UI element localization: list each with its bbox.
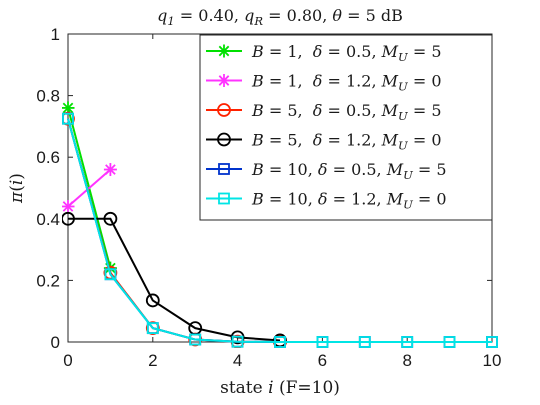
legend-label: B = 1, δ = 1.2, MU​ = 0 (251, 72, 442, 94)
legend-swatch-marker (217, 103, 231, 117)
data-point (486, 336, 498, 348)
data-point (62, 211, 75, 226)
series-line (67, 118, 492, 343)
data-point (62, 101, 75, 115)
x-tick-label: 4 (233, 351, 242, 370)
legend-label: B = 10, δ = 0.5, MU​ = 5 (251, 160, 447, 182)
data-point (103, 211, 118, 226)
data-point (274, 336, 286, 348)
data-point (145, 321, 160, 336)
y-tick-label: 0 (51, 333, 60, 352)
data-point (231, 335, 244, 348)
legend-box (199, 34, 493, 221)
x-tick-label: 0 (63, 351, 72, 370)
data-point (230, 330, 245, 345)
legend-swatch-marker (218, 192, 230, 205)
series-line (67, 168, 112, 208)
legend-item: B = 10, δ = 1.2, MU​ = 0 (206, 190, 447, 212)
x-tick-label: 10 (483, 351, 502, 370)
data-point (62, 199, 75, 213)
data-point (62, 111, 75, 126)
legend-label: B = 10, δ = 1.2, MU​ = 0 (251, 190, 447, 212)
chart-title: q1​ = 0.40, qR​ = 0.80, θ = 5 dB (157, 6, 403, 28)
legend-item: B = 5, δ = 0.5, MU​ = 5 (206, 101, 442, 123)
legend-label: B = 5, δ = 0.5, MU​ = 5 (251, 101, 442, 123)
legend-item: B = 10, δ = 0.5, MU​ = 5 (206, 160, 447, 182)
data-point (443, 336, 456, 348)
x-tick-label: 2 (148, 351, 157, 370)
legend-swatch-marker (218, 163, 230, 175)
series-6 (62, 112, 498, 348)
series-line (68, 217, 281, 342)
x-tick-label: 6 (318, 351, 327, 370)
y-tick-label: 1 (51, 25, 60, 44)
series-2 (62, 163, 117, 213)
legend-swatch-marker (217, 74, 231, 87)
data-point (146, 322, 159, 335)
legend-label: B = 5, δ = 1.2, MU​ = 0 (251, 131, 442, 153)
data-point (316, 336, 329, 348)
legend-item: B = 1, δ = 1.2, MU​ = 0 (206, 72, 442, 94)
data-point (104, 268, 117, 281)
legend: B = 1, δ = 0.5, MU​ = 5 B = 1, δ = 1.2, M… (199, 34, 493, 221)
legend-item: B = 5, δ = 1.2, MU​ = 0 (206, 131, 442, 153)
series-4 (62, 211, 287, 348)
data-point (358, 336, 371, 348)
data-point (62, 112, 74, 125)
legend-item: B = 1, δ = 0.5, MU​ = 5 (206, 42, 442, 64)
data-point (401, 336, 414, 348)
y-tick-label: 0.6 (36, 148, 60, 167)
data-point (189, 333, 202, 346)
y-tick-label: 0.8 (36, 87, 60, 106)
y-axis-label: π(i) (7, 173, 27, 204)
x-tick-label: 8 (402, 351, 411, 370)
legend-swatch-marker (217, 44, 231, 58)
data-point (103, 163, 117, 177)
y-tick-label: 0.2 (36, 271, 60, 290)
y-tick-label: 0.4 (36, 210, 60, 229)
legend-label: B = 1, δ = 0.5, MU​ = 5 (251, 42, 442, 64)
x-axis-label: state i (F=10) (220, 378, 340, 398)
legend-swatch-marker (217, 132, 231, 147)
data-point (145, 293, 160, 308)
